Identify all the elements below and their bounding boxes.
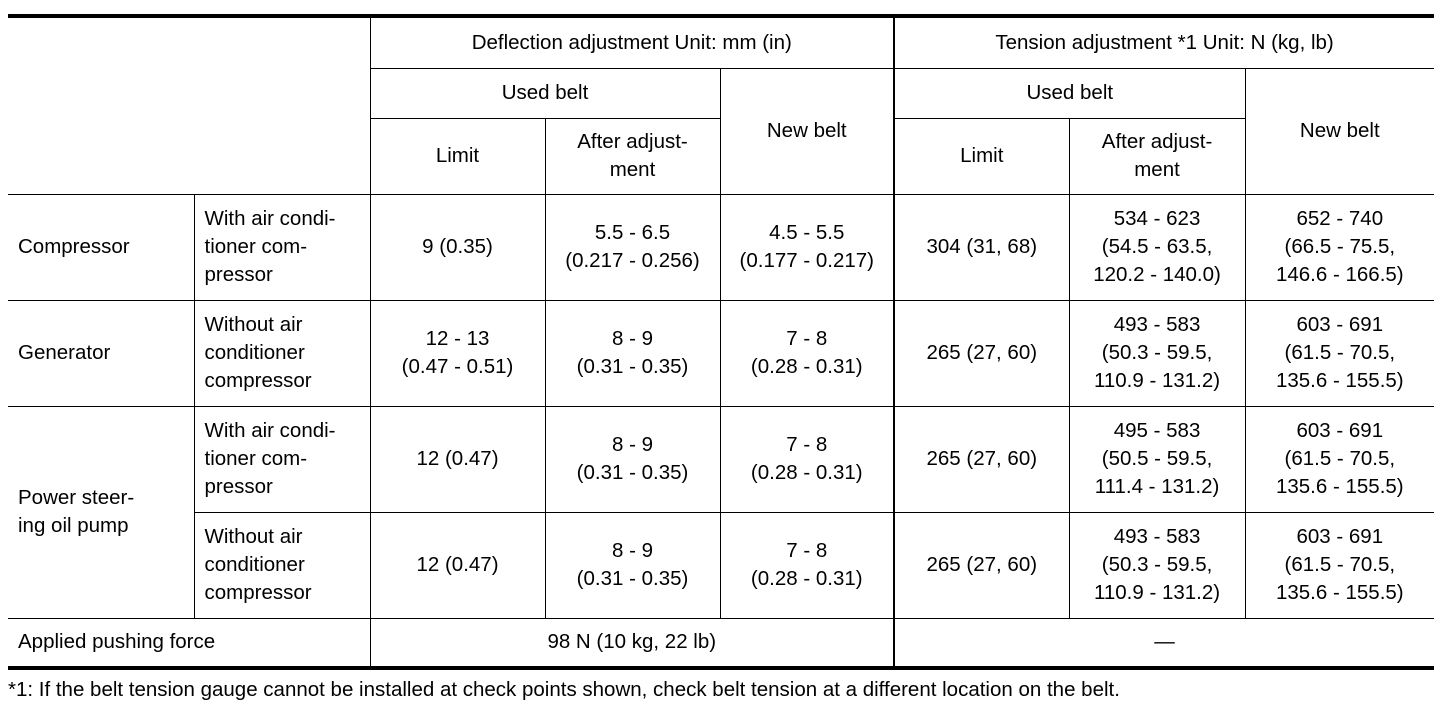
deflection-new-cell: 4.5 - 5.5 (0.177 - 0.217) <box>719 193 896 301</box>
condition-label: With air condi- tioner com- pressor <box>193 193 371 301</box>
tension-limit-cell: 304 (31, 68) <box>893 193 1070 301</box>
deflection-after-cell: 8 - 9 (0.31 - 0.35) <box>544 299 721 407</box>
deflection-used-belt-header: Used belt <box>370 67 721 119</box>
deflection-new-belt-header: New belt <box>719 67 896 195</box>
belt-adjustment-table: Deflection adjustment Unit: mm (in) Tens… <box>8 14 1435 670</box>
tension-new-cell: 603 - 691 (61.5 - 70.5, 135.6 - 155.5) <box>1244 405 1435 513</box>
deflection-after-cell: 5.5 - 6.5 (0.217 - 0.256) <box>544 193 721 301</box>
condition-label: Without air conditioner compressor <box>194 511 371 619</box>
condition-label: With air condi- tioner com- pressor <box>193 405 371 513</box>
tension-limit-cell: 265 (27, 60) <box>893 405 1070 513</box>
component-label: Generator <box>8 299 195 407</box>
deflection-new-cell: 7 - 8 (0.28 - 0.31) <box>719 299 896 407</box>
condition-label: Without air conditioner compressor <box>193 299 371 407</box>
pushing-force-deflection: 98 N (10 kg, 22 lb) <box>369 617 896 669</box>
deflection-limit-cell: 12 (0.47) <box>369 511 546 619</box>
tension-after-cell: 493 - 583 (50.3 - 59.5, 110.9 - 131.2) <box>1068 299 1246 407</box>
deflection-header: Deflection adjustment Unit: mm (in) <box>369 15 896 69</box>
deflection-after-cell: 8 - 9 (0.31 - 0.35) <box>544 511 721 619</box>
deflection-limit-cell: 12 - 13 (0.47 - 0.51) <box>369 299 546 407</box>
tension-limit-header: Limit <box>893 117 1070 195</box>
tension-new-cell: 603 - 691 (61.5 - 70.5, 135.6 - 155.5) <box>1244 299 1435 407</box>
corner-cell <box>8 15 371 195</box>
deflection-limit-cell: 12 (0.47) <box>369 405 546 513</box>
component-label: Power steer- ing oil pump <box>8 405 195 619</box>
tension-limit-cell: 265 (27, 60) <box>893 299 1070 407</box>
table-row: Generator Without air conditioner compre… <box>8 299 1435 407</box>
component-label: Compressor <box>8 193 195 301</box>
pushing-force-tension: — <box>893 617 1435 669</box>
pushing-force-label: Applied pushing force <box>8 617 371 669</box>
deflection-limit-header: Limit <box>370 117 546 195</box>
deflection-limit-cell: 9 (0.35) <box>369 193 546 301</box>
table-row: Without air conditioner compressor 12 (0… <box>8 511 1435 619</box>
footnote: *1: If the belt tension gauge cannot be … <box>8 678 1120 701</box>
table-row: Power steer- ing oil pump With air condi… <box>8 405 1435 619</box>
tension-header: Tension adjustment *1 Unit: N (kg, lb) <box>893 15 1435 69</box>
deflection-new-cell: 7 - 8 (0.28 - 0.31) <box>719 511 896 619</box>
tension-new-belt-header: New belt <box>1244 67 1435 195</box>
deflection-after-cell: 8 - 9 (0.31 - 0.35) <box>544 405 721 513</box>
deflection-after-adjustment-header: After adjust- ment <box>544 117 721 195</box>
tension-after-cell: 493 - 583 (50.3 - 59.5, 110.9 - 131.2) <box>1068 511 1246 619</box>
table-row: Compressor With air condi- tioner com- p… <box>8 193 1435 301</box>
pushing-force-row: Applied pushing force 98 N (10 kg, 22 lb… <box>8 617 1435 669</box>
deflection-new-cell: 7 - 8 (0.28 - 0.31) <box>719 405 896 513</box>
tension-used-belt-header: Used belt <box>893 67 1246 119</box>
tension-after-adjustment-header: After adjust- ment <box>1068 117 1246 195</box>
tension-new-cell: 603 - 691 (61.5 - 70.5, 135.6 - 155.5) <box>1244 511 1435 619</box>
tension-new-cell: 652 - 740 (66.5 - 75.5, 146.6 - 166.5) <box>1244 193 1435 301</box>
tension-after-cell: 495 - 583 (50.5 - 59.5, 111.4 - 131.2) <box>1068 405 1246 513</box>
tension-after-cell: 534 - 623 (54.5 - 63.5, 120.2 - 140.0) <box>1068 193 1246 301</box>
tension-limit-cell: 265 (27, 60) <box>893 511 1070 619</box>
